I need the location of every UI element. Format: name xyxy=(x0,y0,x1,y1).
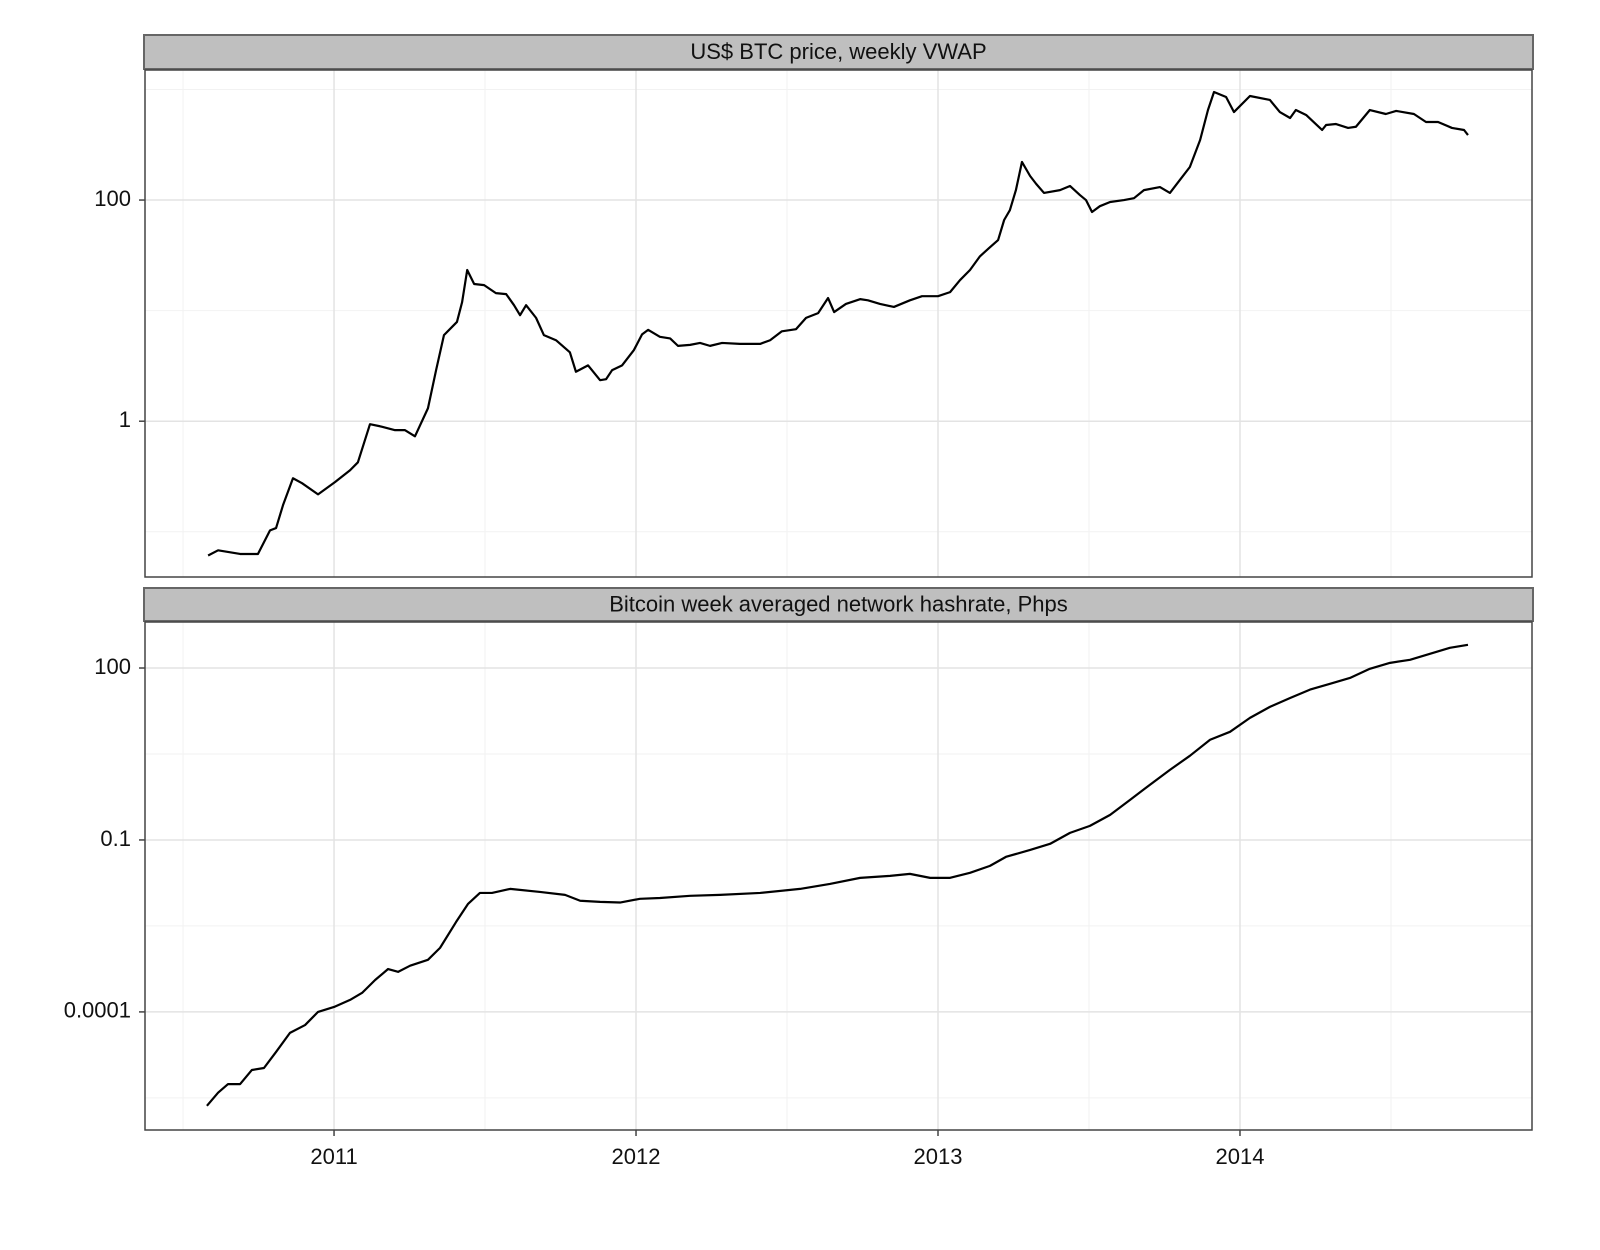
data-line xyxy=(206,643,1469,1107)
facet-strip xyxy=(143,587,1534,622)
x-tick-label: 2013 xyxy=(914,1144,963,1169)
x-tick-label: 2011 xyxy=(310,1144,357,1169)
facet-title: US$ BTC price, weekly VWAP xyxy=(690,39,986,64)
panel-border xyxy=(144,621,1533,1131)
facet-strip xyxy=(143,34,1534,70)
panel-border xyxy=(144,69,1533,578)
y-tick-label: 1 xyxy=(119,407,131,432)
y-tick-label: 100 xyxy=(94,654,131,679)
y-tick-label: 100 xyxy=(94,186,131,211)
y-tick-label: 0.0001 xyxy=(64,998,131,1023)
x-tick-label: 2014 xyxy=(1216,1144,1265,1169)
facet-title: Bitcoin week averaged network hashrate, … xyxy=(609,591,1068,616)
x-tick-label: 2012 xyxy=(612,1144,661,1169)
y-tick-label: 0.1 xyxy=(100,826,131,851)
data-line xyxy=(207,90,1469,557)
